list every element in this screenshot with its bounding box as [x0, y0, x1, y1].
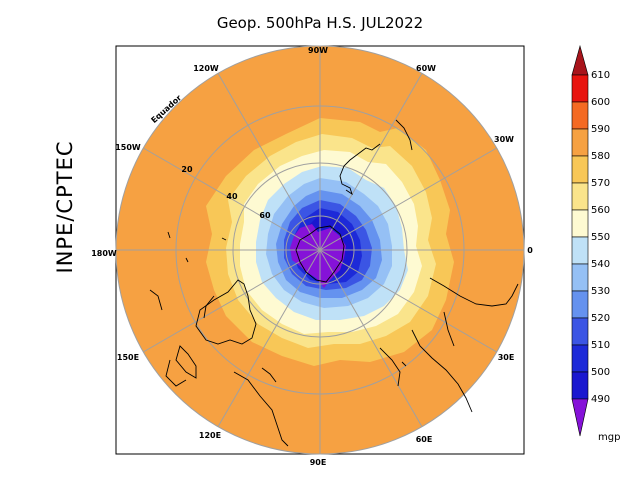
colorbar-unit: mgp — [598, 432, 620, 443]
colorbar: 610 600 590 580 570 560 550 540 530 520 … — [571, 44, 620, 443]
lat-label-40: 40 — [226, 192, 238, 201]
lon-label-60w: 60W — [416, 64, 436, 73]
map-title: Geop. 500hPa H.S. JUL2022 — [217, 14, 423, 32]
lon-label-30e: 30E — [498, 353, 515, 362]
colorbar-swatch — [571, 317, 589, 346]
colorbar-level-label: 550 — [591, 232, 610, 243]
colorbar-level-label: 570 — [591, 178, 610, 189]
colorbar-level-label: 520 — [591, 313, 610, 324]
graticule — [115, 45, 525, 455]
lon-label-120e: 120E — [199, 431, 221, 440]
colorbar-swatch — [571, 74, 589, 103]
lon-label-180w: 180W — [91, 249, 117, 258]
institution-label: INPE/CPTEC — [53, 141, 77, 274]
colorbar-level-label: 500 — [591, 367, 610, 378]
colorbar-arrow-bottom — [571, 398, 589, 437]
colorbar-level-label: 510 — [591, 340, 610, 351]
antarctica-below-490 — [290, 224, 346, 288]
lon-label-0: 0 — [527, 246, 533, 255]
lon-label-60e: 60E — [416, 435, 433, 444]
colorbar-swatch — [571, 128, 589, 157]
colorbar-level-label: 580 — [591, 151, 610, 162]
colorbar-level-label: 610 — [591, 70, 610, 81]
lon-label-120w: 120W — [193, 64, 219, 73]
colorbar-swatch — [571, 182, 589, 211]
colorbar-swatch — [571, 155, 589, 184]
colorbar-arrow-top — [571, 44, 589, 76]
colorbar-level-label: 540 — [591, 259, 610, 270]
lon-label-150e: 150E — [117, 353, 139, 362]
lat-label-20: 20 — [181, 165, 193, 174]
colorbar-level-label: 560 — [591, 205, 610, 216]
lon-label-90e: 90E — [310, 458, 327, 467]
colorbar-level-label: 600 — [591, 97, 610, 108]
lon-label-90w: 90W — [308, 46, 328, 55]
lon-label-150w: 150W — [115, 143, 141, 152]
colorbar-level-label: 490 — [591, 394, 610, 405]
colorbar-swatch — [571, 263, 589, 292]
colorbar-swatch — [571, 290, 589, 319]
colorbar-swatch — [571, 209, 589, 238]
coastlines — [149, 119, 519, 447]
colorbar-level-label: 530 — [591, 286, 610, 297]
colorbar-swatch — [571, 344, 589, 373]
colorbar-swatch — [571, 236, 589, 265]
lat-label-60: 60 — [259, 211, 271, 220]
colorbar-swatch — [571, 101, 589, 130]
colorbar-level-label: 590 — [591, 124, 610, 135]
colorbar-swatch — [571, 371, 589, 400]
lon-label-30w: 30W — [494, 135, 514, 144]
